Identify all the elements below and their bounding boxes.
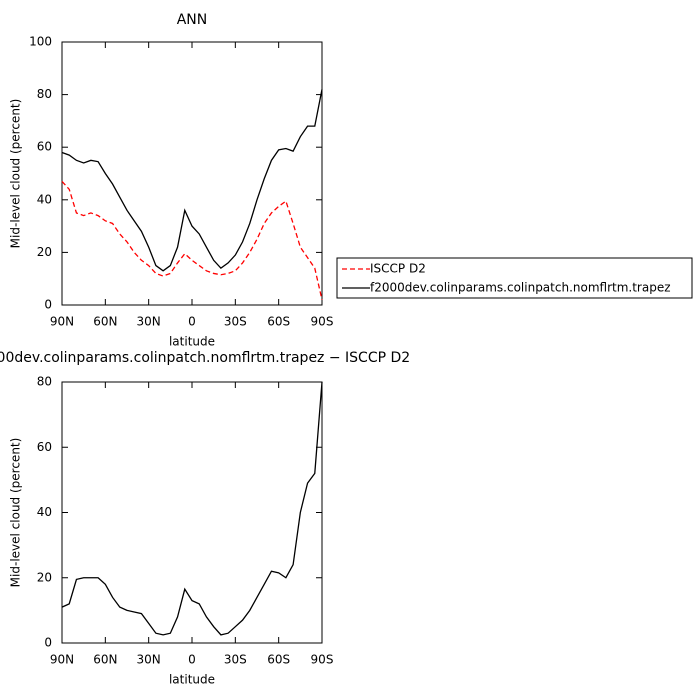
x-axis-label: latitude (169, 673, 215, 687)
y-tick-label: 40 (37, 505, 52, 519)
x-tick-label: 0 (188, 653, 196, 667)
x-tick-label: 60N (93, 653, 117, 667)
y-axis-label: Mid-level cloud (percent) (9, 438, 23, 588)
y-tick-label: 80 (37, 375, 52, 389)
y-tick-label: 20 (37, 570, 52, 584)
series-line (61, 381, 323, 636)
legend-box (336, 257, 693, 299)
y-tick-label: 100 (29, 35, 52, 49)
x-tick-label: 30S (224, 315, 247, 329)
x-tick-label: 90N (50, 315, 74, 329)
x-tick-label: 60S (267, 315, 290, 329)
y-tick-label: 20 (37, 245, 52, 259)
series-line (61, 89, 323, 272)
x-tick-label: 90S (311, 315, 334, 329)
x-tick-label: 30S (224, 653, 247, 667)
x-tick-label: 90S (311, 653, 334, 667)
x-tick-label: 30N (137, 653, 161, 667)
legend-label: ISCCP D2 (370, 262, 426, 276)
x-axis-label: latitude (169, 335, 215, 349)
plot-frame (61, 381, 323, 644)
x-tick-label: 30N (137, 315, 161, 329)
y-tick-label: 60 (37, 440, 52, 454)
legend-label: f2000dev.colinparams.colinpatch.nomflrtm… (370, 281, 671, 295)
chart-title: f2000dev.colinparams.colinpatch.nomflrtm… (0, 350, 410, 366)
y-axis-label: Mid-level cloud (percent) (9, 99, 23, 249)
x-tick-label: 90N (50, 653, 74, 667)
y-tick-label: 80 (37, 87, 52, 101)
x-tick-label: 0 (188, 315, 196, 329)
y-tick-label: 60 (37, 140, 52, 154)
series-line (61, 180, 323, 300)
x-tick-label: 60N (93, 315, 117, 329)
x-tick-label: 60S (267, 653, 290, 667)
chart-title: ANN (177, 12, 208, 28)
y-tick-label: 0 (44, 636, 52, 650)
y-tick-label: 0 (44, 298, 52, 312)
y-tick-label: 40 (37, 192, 52, 206)
plot-frame (61, 41, 323, 306)
